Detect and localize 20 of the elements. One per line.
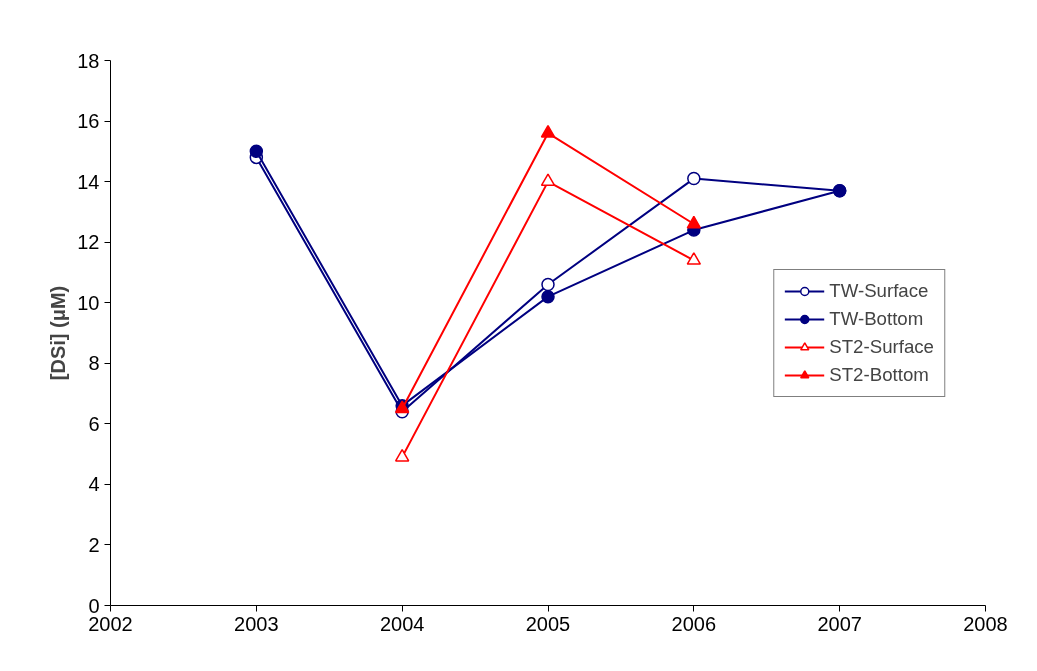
y-tick-label: 2: [88, 533, 100, 556]
legend-label: TW-Surface: [829, 279, 929, 302]
y-tick-label: 4: [88, 473, 100, 496]
y-axis-title: [DSi] (μM): [47, 285, 70, 381]
legend-label: ST2-Surface: [829, 335, 934, 358]
y-tick-label: 18: [77, 49, 100, 72]
x-tick-label: 2006: [671, 612, 717, 635]
x-tick-label: 2004: [379, 612, 425, 635]
legend-label: ST2-Bottom: [829, 363, 929, 386]
y-tick-label: 16: [77, 110, 100, 133]
legend-label: TW-Bottom: [829, 307, 924, 330]
y-tick-label: 8: [88, 352, 100, 375]
x-tick-label: 2008: [963, 612, 1008, 635]
x-tick-label: 2003: [234, 612, 279, 635]
y-tick-label: 10: [77, 291, 100, 314]
x-tick-label: 2005: [525, 612, 571, 635]
x-tick-label: 2007: [817, 612, 862, 635]
y-tick-label: 12: [77, 231, 100, 254]
y-tick-label: 14: [77, 170, 100, 193]
y-tick-label: 6: [88, 412, 100, 435]
